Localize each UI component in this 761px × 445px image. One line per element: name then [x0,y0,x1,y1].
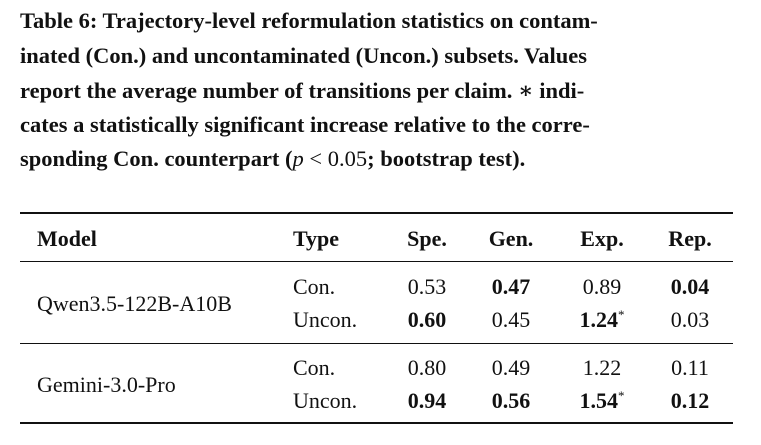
caption-text: sponding Con. counterpart ( [20,146,293,171]
header-cell: Spe. [407,226,447,251]
value-text: 1.22 [582,355,622,380]
value-text: 0.11 [671,355,709,380]
value-text: 0.03 [670,307,710,332]
value-cell: 0.04 [671,274,710,300]
value-text: 0.45 [491,307,531,332]
header-cell: Gen. [488,226,534,251]
mid-rule [20,261,733,262]
significance-mark: * [618,306,625,322]
mid-rule [20,343,733,344]
model-name: Gemini-3.0-Pro [37,371,176,397]
value-cell: 0.49 [492,355,531,381]
caption-line: inated (Con.) and uncontaminated (Uncon.… [20,43,587,68]
top-rule [20,212,733,214]
math-op: < [309,146,323,171]
value-cell: 0.45 [492,307,531,333]
type-cell: Uncon. [293,307,358,332]
value-text: 0.49 [491,355,531,380]
header-cell: Model [37,226,97,251]
math-var: p [292,146,304,171]
value-text: 0.80 [407,355,447,380]
value-cell: 0.89 [583,274,622,300]
value-cell: 0.47 [492,274,531,300]
value-text: 0.53 [407,274,447,299]
value-cell: 1.54* [580,388,625,414]
value-text: 1.24 [579,307,619,333]
value-cell: 1.22 [583,355,622,381]
caption-line: report the average number of transitions… [20,78,585,103]
header-cell: Exp. [580,226,624,251]
significance-mark: * [618,387,625,403]
caption-text: ; bootstrap test). [367,146,526,171]
value-cell: 0.94 [408,388,447,414]
header-cell: Type [293,226,340,251]
value-cell: 0.60 [408,307,447,333]
model-name: Qwen3.5-122B-A10B [37,290,232,316]
caption-line: Table 6: Trajectory-level reformulation … [20,8,598,33]
type-cell: Uncon. [293,388,358,413]
value-cell: 0.12 [671,388,710,414]
value-cell: 0.11 [671,355,709,381]
value-cell: 0.80 [408,355,447,381]
bottom-rule [20,422,733,424]
value-cell: 0.03 [671,307,710,333]
value-cell: 1.24* [580,307,625,333]
value-text: 0.12 [670,388,710,413]
caption-line: cates a statistically significant increa… [20,112,590,137]
caption-line: sponding Con. counterpart (p < 0.05; boo… [20,146,525,172]
value-text: 0.60 [407,307,447,332]
value-text: 0.94 [407,388,447,413]
value-text: 0.47 [491,274,531,299]
value-cell: 0.56 [492,388,531,414]
value-text: 1.54 [579,388,619,414]
value-text: 0.89 [582,274,622,299]
value-cell: 0.53 [408,274,447,300]
value-text: 0.56 [491,388,531,413]
type-cell: Con. [293,355,336,380]
value-text: 0.04 [670,274,710,299]
type-cell: Con. [293,274,336,299]
header-cell: Rep. [668,226,712,251]
math-num: 0.05 [327,146,368,171]
